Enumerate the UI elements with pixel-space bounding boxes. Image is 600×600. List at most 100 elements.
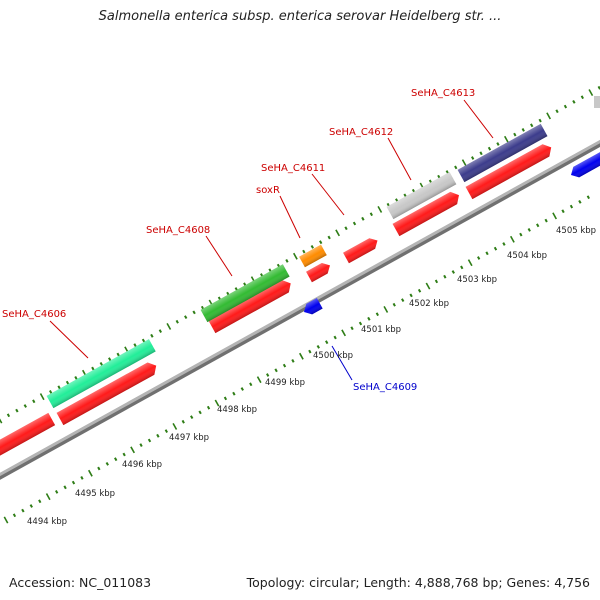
tick-mark [487,146,492,151]
tick-mark [299,352,304,360]
leader-line [311,173,345,216]
scale-label: 4498 kbp [217,405,257,415]
tick-mark [310,245,314,249]
tick-mark [32,399,36,404]
tick-mark [383,306,389,313]
inner-tick-track [3,195,590,524]
tick-mark [350,326,354,331]
genome-summary-text: Topology: circular; Length: 4,888,768 bp… [246,575,590,590]
tick-mark [156,433,160,438]
tick-mark [99,362,103,366]
tick-mark [206,405,211,410]
cds-arrow[interactable] [301,298,323,317]
gene-bar-SeHA_C4608[interactable] [200,264,290,323]
tick-mark [471,156,475,160]
tick-mark [513,132,517,137]
scale-label: 4494 kbp [27,517,67,527]
gene-bar-edge[interactable] [594,96,600,108]
gene-label[interactable]: SeHA_C4608 [146,225,210,236]
tick-mark [367,316,371,321]
tick-mark [139,443,143,447]
tick-mark [369,212,373,217]
tick-mark [546,112,552,120]
cds-arrow[interactable] [208,277,295,334]
tick-mark [392,302,396,307]
tick-mark [29,504,33,508]
leader-line [205,235,233,277]
tick-mark [39,393,45,401]
tick-mark [586,195,590,200]
tick-mark [496,142,500,146]
scale-label: 4500 kbp [313,351,353,361]
tick-mark [166,323,172,330]
cds-arrow[interactable] [0,412,56,458]
gene-bar-SeHA_C4606[interactable] [46,339,156,409]
tick-mark [319,240,323,245]
tick-mark [538,118,542,123]
cds-arrow[interactable] [392,189,463,237]
gene-label[interactable]: SeHA_C4612 [329,127,393,138]
tick-mark [181,419,185,424]
tick-mark [563,104,568,109]
tick-mark [266,373,270,377]
tick-mark [0,418,3,424]
tick-mark [49,390,53,394]
tick-mark [55,490,59,494]
tick-mark [580,95,584,100]
tick-mark [6,413,11,418]
tick-mark [401,298,405,302]
map-title: Salmonella enterica subsp. enterica sero… [98,9,502,24]
tick-mark [45,493,51,501]
tick-mark [552,212,558,220]
cds-arrow[interactable] [465,141,555,200]
tick-mark [256,376,262,384]
tick-mark [333,335,337,340]
label-leaders [49,99,494,381]
tick-mark [175,319,179,324]
tick-mark [15,408,19,413]
gene-label[interactable]: SeHA_C4613 [411,88,475,99]
gene-bar-SeHA_C4612[interactable] [386,171,457,220]
cds-arrow[interactable] [56,360,160,426]
cds-arrow[interactable] [568,150,600,180]
tick-mark [65,380,70,385]
gene-label[interactable]: SeHA_C4611 [261,163,325,174]
gene-bar-soxR[interactable] [299,244,327,268]
gene-label[interactable]: soxR [256,185,280,196]
tick-mark [434,279,439,284]
scale-labels: 4494 kbp 4495 kbp 4496 kbp 4497 kbp 4498… [27,226,596,527]
gene-track [46,96,600,409]
gene-label[interactable]: SeHA_C4609 [353,382,417,393]
tick-mark [105,462,109,466]
tick-mark [467,259,473,267]
gene-label[interactable]: SeHA_C4606 [2,309,66,320]
tick-mark [12,513,17,518]
tick-mark [223,396,228,401]
cds-arrow[interactable] [343,235,380,264]
tick-mark [493,246,498,251]
tick-mark [150,333,154,338]
tick-mark [190,415,194,419]
scale-label: 4503 kbp [457,275,497,285]
tick-mark [327,235,331,240]
tick-mark [460,265,464,270]
scale-label: 4496 kbp [122,460,162,470]
tick-mark [63,485,67,490]
tick-mark [588,89,594,96]
tick-mark [409,293,413,298]
tick-mark [116,352,120,357]
scale-label: 4501 kbp [361,325,401,335]
tick-mark [544,218,548,223]
tick-mark [479,151,483,156]
tick-mark [555,109,559,114]
gene-bar-SeHA_C4613[interactable] [457,123,548,183]
tick-mark [451,270,455,274]
cds-arrow[interactable] [306,260,333,283]
tick-mark [335,229,340,237]
tick-mark [572,100,576,104]
tick-mark [274,368,278,373]
tick-mark [23,404,27,408]
tick-mark [527,228,531,232]
tick-mark [454,165,458,170]
tick-mark [249,382,253,387]
